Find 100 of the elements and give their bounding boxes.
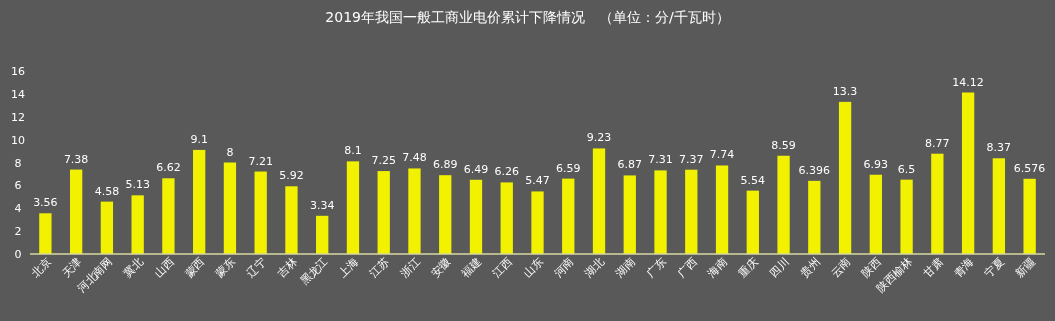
y-tick-label: 8 bbox=[14, 156, 22, 170]
bar bbox=[377, 171, 390, 254]
bar bbox=[316, 215, 329, 254]
x-tick-label: 江苏 bbox=[367, 254, 392, 280]
data-label: 5.13 bbox=[125, 178, 150, 192]
data-label: 7.74 bbox=[709, 148, 735, 162]
x-tick-label: 辽宁 bbox=[244, 254, 269, 280]
x-tick-label: 浙江 bbox=[397, 254, 423, 280]
data-label: 8 bbox=[226, 145, 234, 159]
y-tick-label: 2 bbox=[14, 225, 22, 239]
x-tick-label: 蒙西 bbox=[182, 254, 208, 280]
y-tick-label: 0 bbox=[14, 248, 22, 261]
bar bbox=[623, 175, 636, 254]
data-label: 6.5 bbox=[897, 162, 916, 176]
bar bbox=[100, 201, 114, 254]
bar bbox=[193, 149, 206, 254]
data-label: 7.25 bbox=[371, 154, 396, 168]
data-label: 7.48 bbox=[402, 151, 427, 165]
data-label: 8.37 bbox=[986, 141, 1012, 155]
bar bbox=[223, 162, 237, 254]
bar bbox=[808, 180, 821, 254]
bar bbox=[562, 178, 575, 254]
data-label: 6.89 bbox=[432, 158, 458, 172]
bar bbox=[285, 186, 298, 254]
x-tick-label: 宁夏 bbox=[982, 254, 1007, 280]
bar bbox=[715, 165, 729, 254]
bar bbox=[469, 179, 483, 254]
x-tick-label: 冀北 bbox=[121, 254, 146, 280]
x-tick-label: 陕西 bbox=[859, 254, 884, 280]
bar bbox=[408, 168, 421, 254]
data-label: 6.93 bbox=[863, 157, 889, 171]
data-label: 5.92 bbox=[279, 169, 304, 183]
data-label: 6.59 bbox=[556, 161, 581, 175]
bar bbox=[777, 155, 790, 254]
data-label: 6.62 bbox=[156, 161, 181, 175]
x-tick-label: 湖南 bbox=[613, 254, 638, 280]
x-tick-label: 吉林 bbox=[274, 254, 300, 280]
y-tick-label: 16 bbox=[11, 65, 25, 78]
x-tick-label: 蒙东 bbox=[213, 254, 239, 280]
y-tick-label: 12 bbox=[11, 110, 25, 124]
data-label: 6.396 bbox=[798, 163, 831, 177]
x-tick-label: 海南 bbox=[705, 254, 731, 280]
x-tick-label: 青海 bbox=[951, 254, 977, 280]
x-tick-label: 福建 bbox=[459, 254, 485, 280]
data-label: 6.26 bbox=[494, 165, 519, 179]
data-label: 6.87 bbox=[617, 158, 643, 172]
data-label: 8.59 bbox=[771, 138, 796, 152]
x-tick-label: 湖北 bbox=[582, 254, 608, 280]
bar bbox=[439, 175, 452, 254]
bar bbox=[900, 179, 913, 254]
x-tick-label: 山东 bbox=[520, 254, 546, 280]
x-tick-label: 广西 bbox=[674, 254, 700, 280]
bar bbox=[69, 169, 83, 254]
bar bbox=[162, 178, 175, 254]
bar bbox=[869, 174, 882, 254]
bar bbox=[992, 158, 1006, 254]
x-tick-label: 甘肃 bbox=[920, 254, 946, 280]
data-label: 8.77 bbox=[925, 136, 950, 150]
x-tick-label: 上海 bbox=[336, 254, 362, 280]
data-label: 7.38 bbox=[63, 152, 89, 166]
data-label: 6.49 bbox=[463, 162, 489, 176]
x-tick-label: 河南 bbox=[551, 254, 577, 280]
bar bbox=[685, 169, 698, 254]
data-label: 9.23 bbox=[586, 131, 612, 145]
x-tick-label: 天津 bbox=[59, 254, 85, 280]
x-tick-label: 江西 bbox=[490, 254, 515, 280]
bar bbox=[346, 161, 360, 254]
data-label: 6.576 bbox=[1013, 161, 1046, 175]
bar bbox=[961, 92, 975, 254]
data-label: 5.47 bbox=[525, 174, 550, 188]
chart-title: 2019年我国一般工商业电价累计下降情况 （单位：分/千瓦时） bbox=[325, 9, 730, 25]
x-tick-label: 云南 bbox=[828, 254, 854, 280]
y-tick-label: 6 bbox=[14, 179, 22, 193]
data-label: 8.1 bbox=[344, 144, 362, 158]
data-label: 7.21 bbox=[248, 154, 273, 168]
x-tick-label: 重庆 bbox=[736, 254, 761, 280]
bar bbox=[931, 153, 944, 254]
data-label: 7.37 bbox=[679, 152, 704, 166]
bar bbox=[1023, 178, 1036, 254]
data-label: 14.12 bbox=[952, 75, 984, 89]
x-tick-label: 山西 bbox=[151, 254, 177, 280]
y-tick-label: 14 bbox=[11, 87, 25, 101]
y-tick-label: 4 bbox=[14, 202, 22, 216]
y-tick-label: 10 bbox=[11, 133, 25, 147]
bar bbox=[131, 195, 144, 254]
bar bbox=[746, 190, 759, 254]
x-tick-label: 贵州 bbox=[797, 254, 823, 280]
x-tick-label: 新疆 bbox=[1012, 254, 1038, 280]
data-label: 9.1 bbox=[190, 132, 208, 146]
x-tick-label: 黑龙江 bbox=[297, 254, 331, 288]
x-tick-label: 广东 bbox=[643, 254, 669, 280]
bar bbox=[654, 170, 667, 254]
bar bbox=[39, 213, 52, 254]
x-tick-label: 安徽 bbox=[428, 254, 454, 280]
data-label: 7.31 bbox=[648, 153, 673, 167]
x-tick-label: 北京 bbox=[28, 254, 54, 280]
x-tick-label: 四川 bbox=[766, 254, 792, 280]
data-label: 13.3 bbox=[832, 84, 858, 98]
bar bbox=[838, 101, 852, 254]
data-label: 3.34 bbox=[309, 198, 335, 212]
